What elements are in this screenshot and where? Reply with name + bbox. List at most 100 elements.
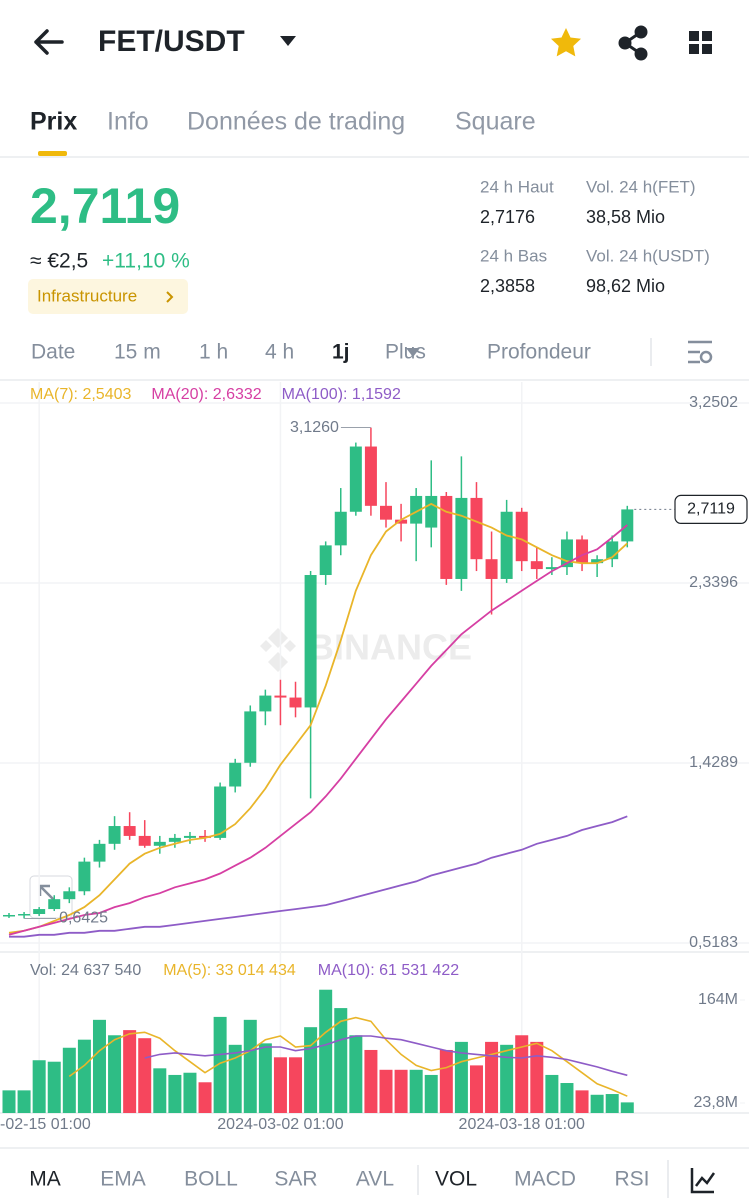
ma-legend: MA(7): 2,5403 — [30, 386, 131, 403]
indicator-tab[interactable]: MACD — [514, 1168, 576, 1191]
indicator-settings-icon[interactable] — [690, 1168, 716, 1194]
candle-body — [319, 545, 332, 576]
candle-body — [591, 559, 604, 564]
tab[interactable]: Square — [455, 108, 536, 136]
x-tick-label: -02-15 01:00 — [0, 1116, 91, 1133]
ma-line — [8, 502, 628, 934]
volume-bar — [258, 1043, 272, 1113]
watermark-logo — [260, 628, 296, 672]
indicator-tab[interactable]: AVL — [356, 1168, 394, 1191]
ma-line — [9, 815, 628, 938]
last-price-tag — [674, 494, 748, 525]
stat-value: 2,3858 — [480, 276, 535, 296]
volume-bar — [515, 1035, 529, 1113]
volume-bar — [304, 1027, 318, 1113]
candle-body — [364, 446, 377, 506]
candle-body — [455, 497, 468, 579]
stat-label: Vol. 24 h(FET) — [586, 177, 696, 196]
more-dropdown-icon[interactable] — [406, 348, 420, 357]
indicator-tab[interactable]: RSI — [614, 1168, 649, 1191]
candle-body — [78, 861, 91, 892]
candle-body — [168, 837, 181, 842]
volume-bar — [364, 1049, 378, 1113]
volume-bar — [394, 1069, 408, 1113]
interval-tab[interactable]: Profondeur — [487, 341, 591, 364]
pair-title[interactable]: FET/USDT — [98, 25, 245, 58]
last-price-label: 2,7119 — [687, 501, 735, 518]
volume-bar — [319, 989, 333, 1113]
volume-bar — [62, 1047, 76, 1113]
candle-body — [123, 826, 136, 836]
tab[interactable]: Info — [107, 108, 149, 136]
volume-bar — [47, 1061, 61, 1113]
tab[interactable]: Données de trading — [187, 108, 405, 136]
ma-legend: MA(100): 1,1592 — [282, 386, 401, 403]
last-price: 2,7119 — [30, 178, 180, 234]
tab-indicator — [38, 151, 67, 156]
ma-line — [8, 524, 628, 936]
y-tick-label: 3,2502 — [689, 394, 738, 411]
volume-bar — [590, 1094, 604, 1113]
stat-label: Vol. 24 h(USDT) — [586, 246, 710, 265]
tag-chip[interactable] — [28, 279, 188, 314]
candle-body — [289, 697, 302, 708]
candle-body — [259, 695, 272, 712]
grid-icon[interactable] — [689, 31, 712, 54]
volume-bar — [545, 1074, 559, 1113]
candle-body — [440, 495, 453, 579]
interval-tab[interactable]: Plus — [385, 341, 426, 364]
stat-label: 24 h Bas — [480, 246, 547, 265]
tab[interactable]: Prix — [30, 108, 77, 136]
ma-legend: MA(20): 2,6332 — [151, 386, 261, 403]
volume-bar — [2, 1090, 16, 1113]
volume-bar — [17, 1090, 31, 1113]
stat-label: 24 h Haut — [480, 177, 554, 196]
candle-body — [410, 495, 423, 524]
indicator-tab[interactable]: BOLL — [184, 1168, 238, 1191]
indicator-tab[interactable]: VOL — [435, 1168, 477, 1191]
candle-body — [425, 495, 438, 528]
price-change: +11,10 % — [102, 250, 190, 273]
interval-tab[interactable]: 1 h — [199, 341, 228, 364]
min-label: 0,6425 — [59, 910, 108, 927]
back-button[interactable] — [34, 29, 64, 55]
volume-bar — [500, 1044, 514, 1113]
indicator-tab[interactable]: MA — [29, 1168, 61, 1191]
candle-body — [63, 891, 76, 900]
candle-body — [3, 914, 15, 917]
dropdown-icon[interactable] — [280, 36, 296, 46]
volume-bar — [138, 1038, 152, 1113]
chart-settings-icon[interactable] — [688, 340, 713, 364]
max-label: 3,1260 — [290, 419, 339, 436]
volume-bar — [213, 1016, 227, 1113]
interval-tab[interactable]: 15 m — [114, 341, 161, 364]
candle-body — [334, 511, 347, 546]
vol-legend: MA(10): 61 531 422 — [318, 962, 460, 979]
candle-body — [304, 575, 317, 708]
volume-bar — [228, 1044, 242, 1113]
volume-bar — [469, 1065, 483, 1113]
watermark: BINANCE — [308, 627, 472, 668]
candle-body — [485, 559, 498, 579]
indicator-tab[interactable]: SAR — [274, 1168, 317, 1191]
vol-legend: MA(5): 33 014 434 — [163, 962, 296, 979]
volume-bar — [439, 1049, 453, 1113]
candle-body — [244, 711, 257, 763]
interval-tab[interactable]: 1j — [332, 341, 350, 364]
candle-body — [183, 835, 196, 838]
candle-body — [349, 446, 362, 512]
share-icon[interactable] — [618, 25, 648, 61]
interval-tab[interactable]: Date — [31, 341, 75, 364]
candle-body — [229, 762, 242, 787]
stat-value: 98,62 Mio — [586, 276, 665, 296]
interval-tab[interactable]: 4 h — [265, 341, 294, 364]
volume-bar — [32, 1060, 46, 1113]
stat-value: 38,58 Mio — [586, 207, 665, 227]
indicator-tab[interactable]: EMA — [100, 1168, 146, 1191]
volume-bar — [123, 1030, 137, 1113]
volume-bar — [77, 1039, 91, 1113]
favorite-star[interactable] — [551, 28, 581, 57]
candle-body — [470, 497, 483, 560]
tag-text[interactable]: Infrastructure — [37, 286, 137, 305]
